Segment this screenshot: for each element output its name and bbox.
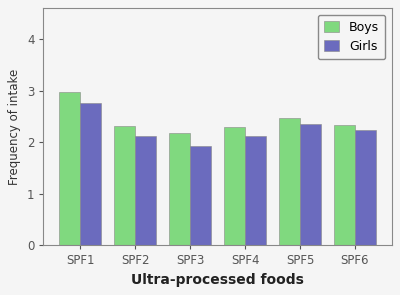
Bar bbox=[114, 126, 135, 245]
Bar bbox=[190, 146, 211, 245]
Bar bbox=[224, 127, 245, 245]
Bar bbox=[355, 130, 376, 245]
Bar bbox=[279, 119, 300, 245]
Bar bbox=[334, 125, 355, 245]
Bar bbox=[59, 92, 80, 245]
Y-axis label: Frequency of intake: Frequency of intake bbox=[8, 68, 21, 185]
Bar bbox=[80, 103, 101, 245]
Bar bbox=[135, 136, 156, 245]
X-axis label: Ultra-processed foods: Ultra-processed foods bbox=[131, 273, 304, 287]
Bar bbox=[245, 136, 266, 245]
Legend: Boys, Girls: Boys, Girls bbox=[318, 14, 386, 59]
Bar bbox=[169, 133, 190, 245]
Bar bbox=[300, 124, 321, 245]
